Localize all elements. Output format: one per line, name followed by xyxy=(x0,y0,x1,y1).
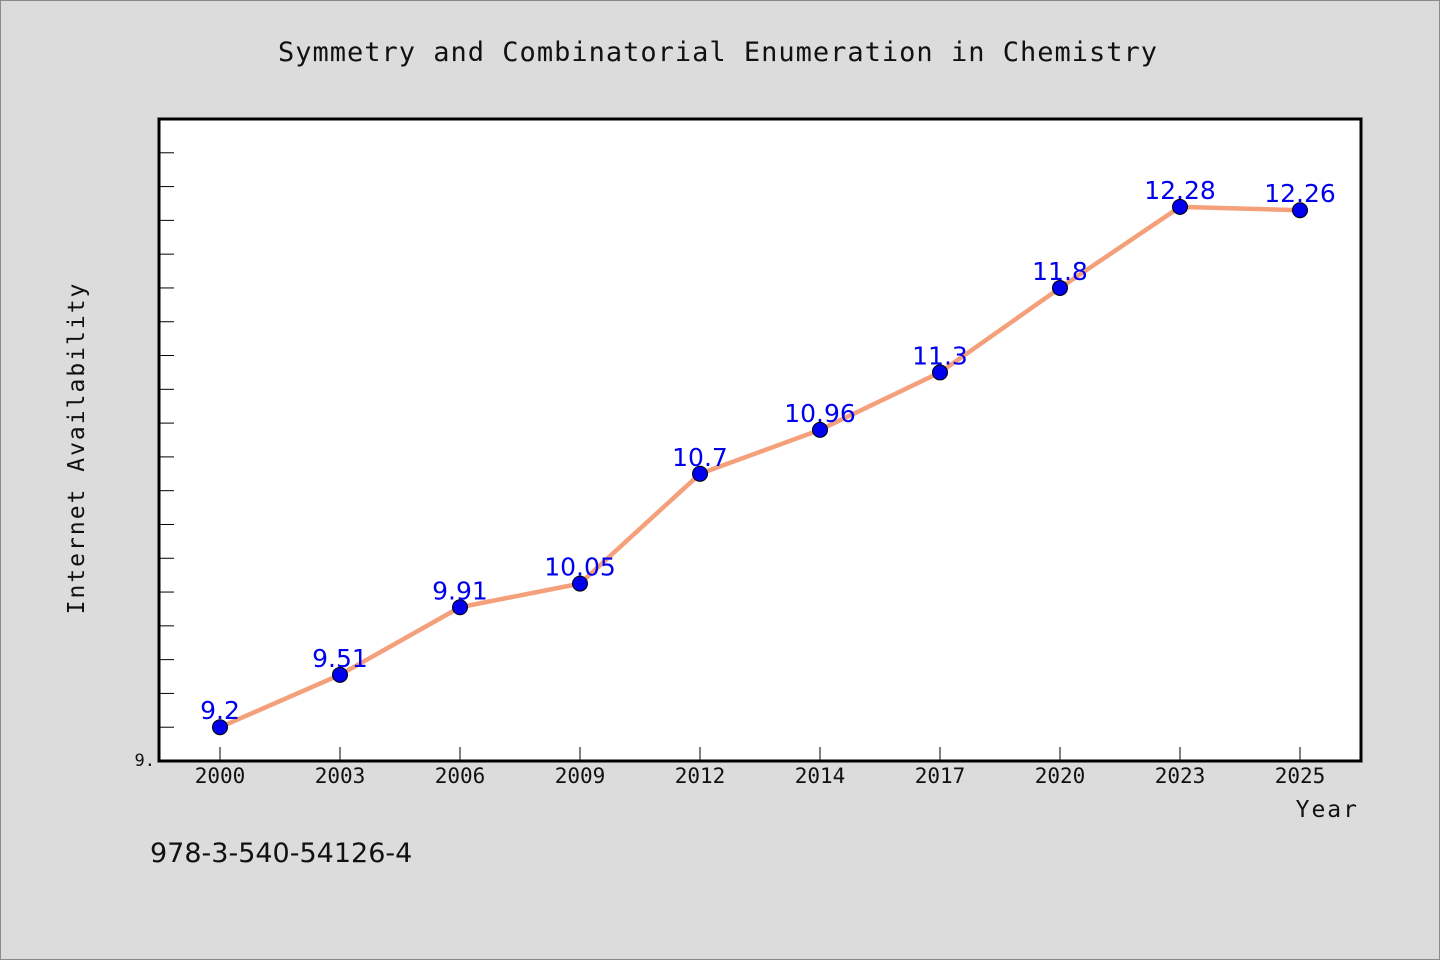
data-point xyxy=(1052,279,1068,296)
data-point xyxy=(332,666,348,683)
x-tick-label: 2025 xyxy=(1275,764,1326,788)
x-axis-ticks xyxy=(219,747,1301,761)
x-tick-label: 2023 xyxy=(1155,764,1206,788)
x-tick-label: 2012 xyxy=(675,764,726,788)
y-tick-label: 9. xyxy=(135,751,155,771)
series-line xyxy=(217,204,1303,730)
x-tick-label: 2006 xyxy=(435,764,486,788)
chart-title: Symmetry and Combinatorial Enumeration i… xyxy=(278,37,1158,68)
x-tick-label: 2020 xyxy=(1035,764,1086,788)
footer-isbn: 978-3-540-54126-4 xyxy=(150,838,412,869)
data-point xyxy=(1292,202,1308,219)
x-axis-tick-labels: 2000 2003 2006 2009 2012 2014 2017 2020 2023 2025 xyxy=(195,764,1326,788)
data-point xyxy=(692,465,708,482)
data-label: 12.26 xyxy=(1264,179,1336,208)
data-point xyxy=(572,575,588,592)
data-label: 11.8 xyxy=(1032,257,1088,286)
data-point xyxy=(452,599,468,616)
x-tick-label: 2009 xyxy=(555,764,606,788)
x-tick-label: 2017 xyxy=(915,764,966,788)
data-label: 10.7 xyxy=(672,443,728,472)
data-label: 9.2 xyxy=(200,696,240,725)
y-axis-ticks xyxy=(159,118,174,728)
data-point xyxy=(812,421,828,438)
data-label: 12.28 xyxy=(1144,176,1216,205)
data-label: 10.96 xyxy=(784,399,856,428)
y-axis-label: Internet Availability xyxy=(64,282,90,615)
data-point xyxy=(212,719,228,736)
data-point xyxy=(1172,198,1188,215)
x-tick-label: 2014 xyxy=(795,764,846,788)
data-label: 9.51 xyxy=(312,644,368,673)
plot-area xyxy=(157,117,1363,763)
x-axis-label: Year xyxy=(1296,797,1359,823)
x-tick-label: 2003 xyxy=(315,764,366,788)
data-label: 11.3 xyxy=(912,341,968,370)
data-label: 9.91 xyxy=(432,576,488,605)
x-tick-label: 2000 xyxy=(195,764,246,788)
series-group: 9.2 9.51 9.91 10.05 10.7 10.96 11.3 11.8 12.28 12… xyxy=(200,176,1336,736)
data-point xyxy=(932,364,948,381)
data-label: 10.05 xyxy=(544,553,616,582)
